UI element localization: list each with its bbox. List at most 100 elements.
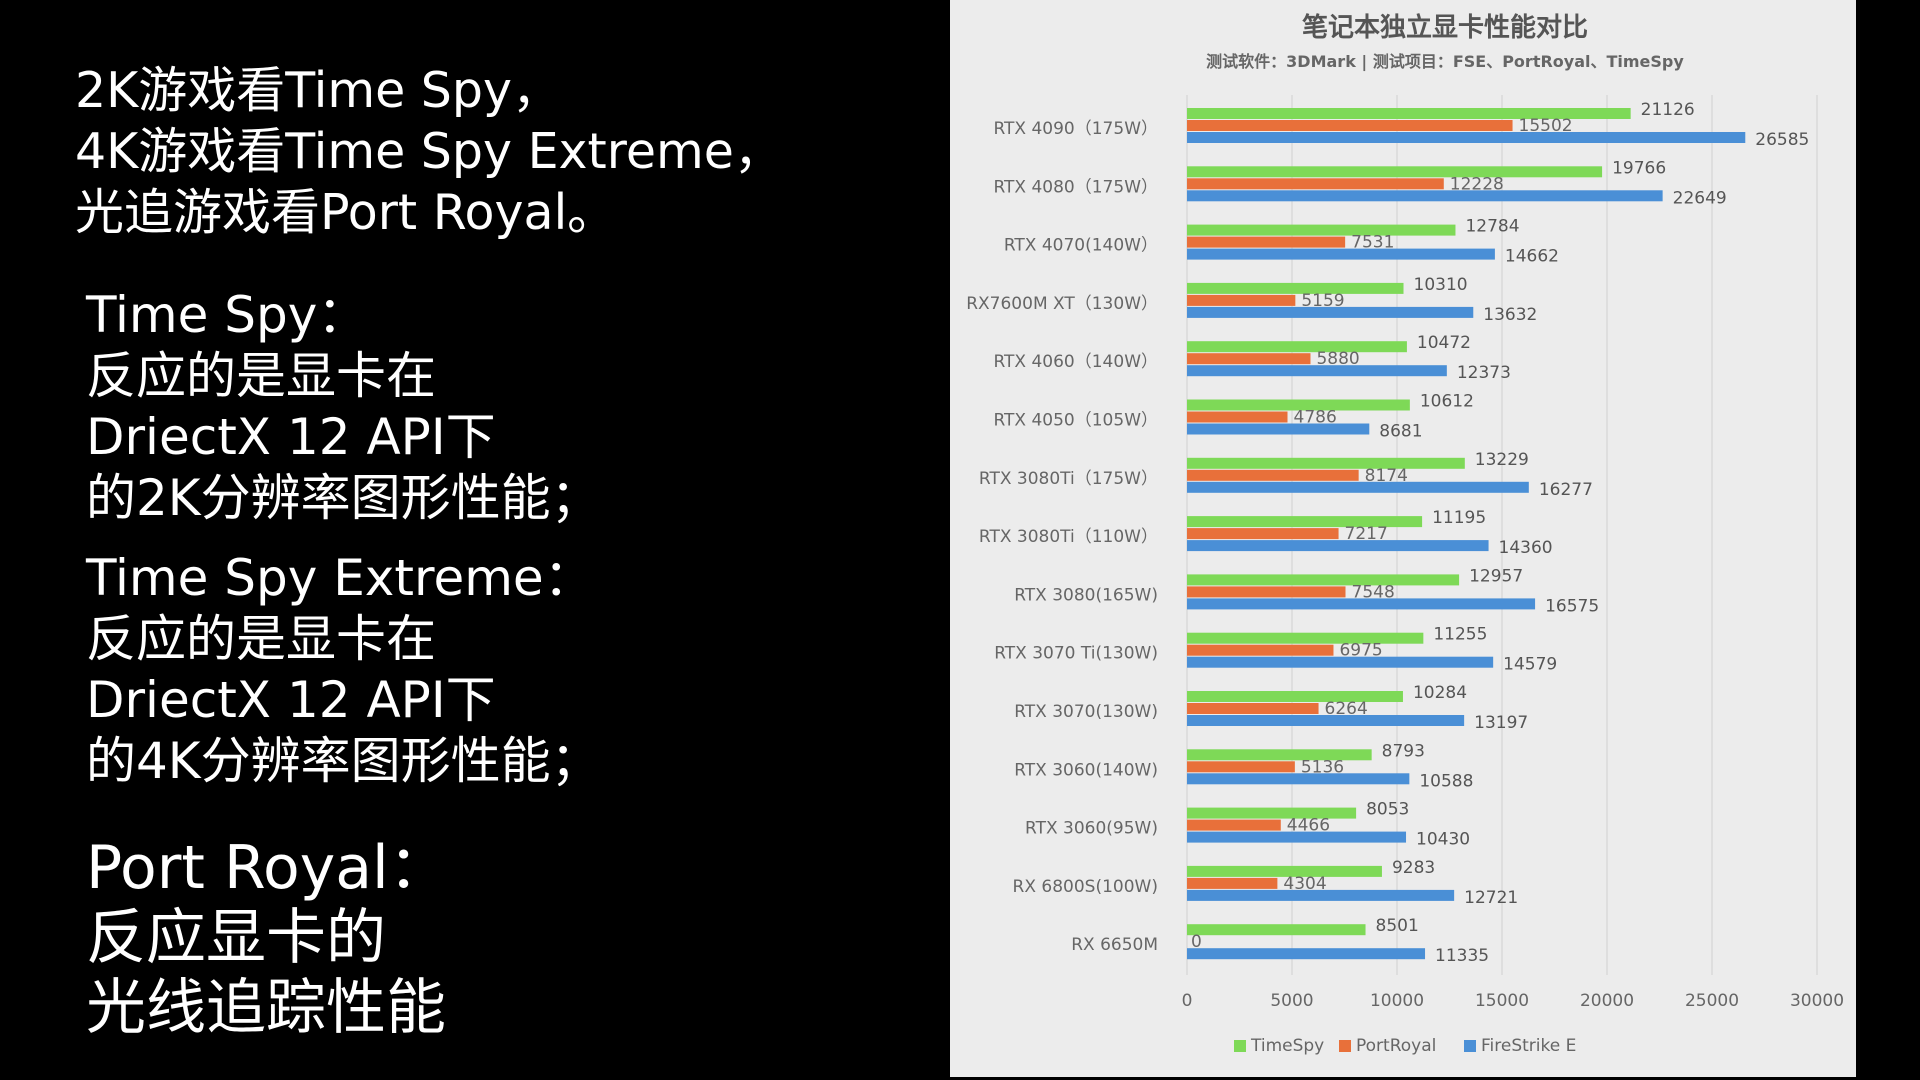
bar-timespy bbox=[1187, 341, 1407, 353]
data-label: 12957 bbox=[1469, 566, 1523, 586]
data-label: 10310 bbox=[1414, 275, 1468, 295]
data-label: 7548 bbox=[1352, 582, 1395, 602]
intro-text: 2K游戏看Time Spy， 4K游戏看Time Spy Extreme， 光追… bbox=[75, 62, 783, 241]
chart-subtitle: 测试软件：3DMark | 测试项目：FSE、PortRoyal、TimeSpy bbox=[1206, 52, 1684, 72]
category-label: RTX 3060(95W) bbox=[1025, 819, 1158, 839]
category-label: RTX 4050（105W） bbox=[993, 411, 1158, 431]
x-tick-label: 0 bbox=[1182, 991, 1193, 1011]
time-spy-description: Time Spy： 反应的是显卡在 DriectX 12 API下 的2K分辨率… bbox=[86, 286, 601, 527]
data-label: 12721 bbox=[1464, 888, 1518, 908]
data-label: 8174 bbox=[1365, 466, 1408, 486]
port-royal-description: Port Royal： 反应显卡的 光线追踪性能 bbox=[86, 833, 449, 1043]
bar-portroyal bbox=[1187, 877, 1278, 889]
bar-firestrike-e bbox=[1187, 365, 1447, 377]
data-label: 8681 bbox=[1379, 422, 1422, 442]
bar-portroyal bbox=[1187, 586, 1346, 598]
bar-timespy bbox=[1187, 924, 1366, 936]
bar-timespy bbox=[1187, 749, 1372, 761]
category-label: RTX 3060(140W) bbox=[1014, 760, 1158, 780]
x-tick-label: 15000 bbox=[1475, 991, 1529, 1011]
x-tick-label: 20000 bbox=[1580, 991, 1634, 1011]
x-tick-label: 30000 bbox=[1790, 991, 1844, 1011]
bar-firestrike-e bbox=[1187, 423, 1370, 435]
data-label: 7217 bbox=[1345, 524, 1388, 544]
data-label: 4304 bbox=[1283, 874, 1326, 894]
bar-firestrike-e bbox=[1187, 190, 1663, 202]
bar-portroyal bbox=[1187, 819, 1281, 831]
legend-label: FireStrike E bbox=[1481, 1036, 1576, 1056]
bar-portroyal bbox=[1187, 528, 1339, 540]
bar-portroyal bbox=[1187, 178, 1444, 190]
bar-chart: 笔记本独立显卡性能对比 测试软件：3DMark | 测试项目：FSE、PortR… bbox=[966, 12, 1844, 1056]
x-tick-label: 25000 bbox=[1685, 991, 1739, 1011]
bar-firestrike-e bbox=[1187, 948, 1426, 960]
bar-firestrike-e bbox=[1187, 715, 1465, 726]
data-label: 14579 bbox=[1503, 655, 1557, 675]
bar-portroyal bbox=[1187, 469, 1359, 481]
category-label: RTX 3070(130W) bbox=[1014, 702, 1158, 722]
category-label: RTX 3080Ti（110W） bbox=[979, 527, 1158, 547]
bar-portroyal bbox=[1187, 703, 1319, 714]
x-tick-label: 10000 bbox=[1370, 991, 1424, 1011]
data-label: 19766 bbox=[1612, 158, 1666, 178]
bar-firestrike-e bbox=[1187, 656, 1494, 668]
data-label: 16277 bbox=[1539, 480, 1593, 500]
category-label: RTX 4090（175W） bbox=[993, 119, 1158, 139]
data-label: 10612 bbox=[1420, 392, 1474, 412]
bar-timespy bbox=[1187, 457, 1465, 469]
bar-firestrike-e bbox=[1187, 540, 1489, 552]
bar-portroyal bbox=[1187, 294, 1296, 306]
data-label: 15502 bbox=[1519, 116, 1573, 136]
data-label: 13632 bbox=[1483, 305, 1537, 325]
category-label: RTX 3080(165W) bbox=[1014, 585, 1158, 605]
bar-timespy bbox=[1187, 166, 1603, 178]
bar-firestrike-e bbox=[1187, 598, 1536, 610]
data-label: 11195 bbox=[1432, 508, 1486, 528]
bar-timespy bbox=[1187, 691, 1403, 702]
legend-swatch bbox=[1464, 1040, 1476, 1052]
x-tick-label: 5000 bbox=[1270, 991, 1313, 1011]
data-label: 8053 bbox=[1366, 800, 1409, 820]
data-label: 4786 bbox=[1294, 408, 1337, 428]
bar-portroyal bbox=[1187, 353, 1311, 365]
bar-portroyal bbox=[1187, 236, 1346, 248]
data-label: 5159 bbox=[1301, 291, 1344, 311]
bar-firestrike-e bbox=[1187, 132, 1746, 143]
category-label: RTX 4080（175W） bbox=[993, 177, 1158, 197]
data-label: 10284 bbox=[1413, 683, 1467, 703]
legend-swatch bbox=[1234, 1040, 1246, 1052]
bar-firestrike-e bbox=[1187, 831, 1407, 843]
category-label: RX7600M XT（130W） bbox=[966, 294, 1158, 314]
data-label: 6264 bbox=[1325, 699, 1368, 719]
data-label: 10472 bbox=[1417, 333, 1471, 353]
legend-swatch bbox=[1339, 1040, 1351, 1052]
data-label: 12228 bbox=[1450, 174, 1504, 194]
bar-timespy bbox=[1187, 282, 1404, 294]
category-label: RX 6800S(100W) bbox=[1013, 877, 1158, 897]
data-label: 26585 bbox=[1755, 130, 1809, 150]
data-label: 4466 bbox=[1287, 816, 1330, 836]
data-label: 6975 bbox=[1339, 641, 1382, 661]
category-label: RTX 3070 Ti(130W) bbox=[994, 644, 1158, 664]
bar-timespy bbox=[1187, 108, 1631, 119]
bar-timespy bbox=[1187, 632, 1424, 644]
data-label: 0 bbox=[1191, 932, 1202, 952]
data-label: 21126 bbox=[1641, 100, 1695, 120]
bar-portroyal bbox=[1187, 761, 1295, 773]
bar-timespy bbox=[1187, 516, 1423, 528]
bar-firestrike-e bbox=[1187, 773, 1410, 785]
bar-timespy bbox=[1187, 224, 1456, 236]
data-label: 13197 bbox=[1474, 713, 1528, 733]
data-label: 14662 bbox=[1505, 247, 1559, 267]
bar-timespy bbox=[1187, 865, 1382, 877]
bar-portroyal bbox=[1187, 644, 1334, 656]
data-label: 10430 bbox=[1416, 830, 1470, 850]
bar-timespy bbox=[1187, 807, 1357, 819]
data-label: 11255 bbox=[1433, 625, 1487, 645]
bar-timespy bbox=[1187, 574, 1460, 586]
bar-firestrike-e bbox=[1187, 481, 1529, 493]
category-label: RX 6650M bbox=[1071, 935, 1158, 955]
legend-label: TimeSpy bbox=[1250, 1036, 1324, 1056]
data-label: 12784 bbox=[1465, 217, 1519, 237]
bar-firestrike-e bbox=[1187, 248, 1495, 260]
